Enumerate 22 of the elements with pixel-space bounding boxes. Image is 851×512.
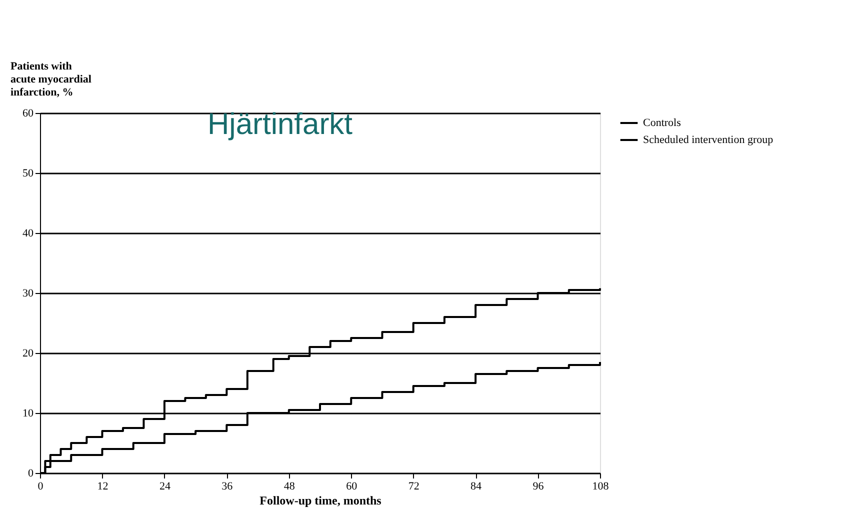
chart-title: Hjärtinfarkt	[207, 108, 354, 141]
y-tick-label: 50	[22, 168, 34, 180]
y-tick-label: 10	[22, 408, 34, 420]
y-tick-label: 0	[28, 468, 34, 480]
y-tick-label: 40	[22, 228, 34, 240]
x-tick-label: 24	[159, 480, 171, 492]
x-tick-label: 12	[97, 480, 108, 492]
x-tick-label: 48	[284, 480, 296, 492]
x-tick-label: 0	[38, 480, 44, 492]
legend-label: Controls	[643, 117, 681, 129]
y-tick-label: 30	[22, 288, 34, 300]
y-tick-label: 60	[22, 108, 34, 120]
y-tick-label: 20	[22, 348, 34, 360]
x-axis-title: Follow-up time, months	[260, 494, 382, 508]
x-tick-label: 96	[532, 480, 544, 492]
x-tick-label: 72	[408, 480, 420, 492]
x-tick-label: 108	[592, 480, 610, 492]
x-tick-label: 36	[222, 480, 234, 492]
y-axis-title: Patients with acute myocardial infarction, %	[10, 60, 92, 98]
x-tick-label: 84	[470, 480, 482, 492]
x-tick-label: 60	[346, 480, 358, 492]
legend-label: Scheduled intervention group	[643, 134, 774, 146]
